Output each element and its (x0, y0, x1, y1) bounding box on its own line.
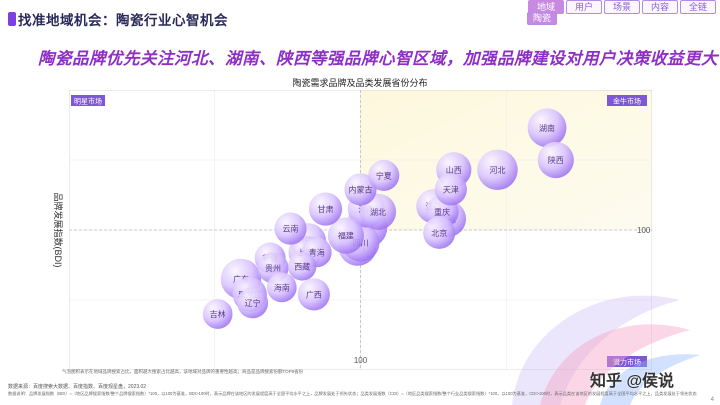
nav-tab-scene[interactable]: 场景 (604, 0, 640, 14)
bubble-广西[interactable]: 广西 (297, 278, 330, 311)
watermark: 知乎 @侯说 (590, 373, 675, 390)
x-reference-tick-label: 100 (354, 356, 368, 365)
quadrant-label-gold-bg (607, 95, 647, 106)
bubble-circle (297, 278, 330, 311)
bubble-甘肃[interactable]: 甘肃 (308, 192, 343, 226)
quadrant-label-gold: 金牛市场 (607, 95, 647, 106)
bubble-内蒙古[interactable]: 内蒙古 (344, 173, 377, 206)
footer-note: 气泡图积表示在地域品牌搜索占比，面积越大搜索占比越高，该地域对品牌的重要性越高；… (62, 369, 304, 374)
bubble-陕西[interactable]: 陕西 (537, 141, 574, 179)
bubble-circle (368, 159, 400, 191)
bubble-海南[interactable]: 海南 (266, 272, 297, 303)
page-number: 4 (710, 397, 714, 403)
quadrant-label-star-text: 明星市场 (74, 97, 102, 106)
header-bullet (8, 12, 16, 26)
nav-tab-fullchain[interactable]: 全链 (680, 0, 716, 14)
y-axis-label: 品牌发展指数(BDI) (53, 193, 64, 268)
bubble-北京[interactable]: 北京 (423, 216, 456, 249)
bubble-label: 湖南 (539, 123, 555, 133)
y-reference-tick-label: 100 (637, 226, 651, 235)
bubble-宁夏[interactable]: 宁夏 (368, 159, 400, 191)
bubble-chart: 山东河北广东湖南江苏四川河南陕西安徽湖北福建浙江山西江西黑龙江重庆甘肃上海天津内… (68, 89, 653, 371)
quadrant-label-star: 明星市场 (71, 95, 105, 106)
bubble-吉林[interactable]: 吉林 (202, 299, 233, 329)
bubble-layer: 山东河北广东湖南江苏四川河南陕西安徽湖北福建浙江山西江西黑龙江重庆甘肃上海天津内… (202, 108, 574, 329)
bubble-label: 湖北 (370, 208, 386, 217)
bubble-label: 广西 (306, 289, 322, 299)
bubble-label: 福建 (338, 231, 354, 241)
bubble-label: 河北 (490, 165, 506, 175)
bubble-circle (434, 173, 467, 206)
bubble-circle (237, 287, 269, 319)
page-title: 找准地域机会：陶瓷行业心智机会 (18, 13, 228, 28)
nav-tab-content[interactable]: 内容 (642, 0, 678, 14)
quadrant-label-potential: 潜力市场 (607, 356, 647, 367)
bubble-label: 天津 (443, 184, 459, 194)
quadrant-label-gold-text: 金牛市场 (613, 97, 641, 106)
bubble-circle (344, 173, 377, 206)
bubble-label: 云南 (283, 224, 299, 234)
bubble-label: 北京 (431, 228, 447, 238)
bubble-湖南[interactable]: 湖南 (527, 108, 567, 148)
bubble-chart-svg: 山东河北广东湖南江苏四川河南陕西安徽湖北福建浙江山西江西黑龙江重庆甘肃上海天津内… (68, 89, 653, 371)
bubble-福建[interactable]: 福建 (327, 217, 365, 254)
bubble-云南[interactable]: 云南 (274, 212, 307, 245)
nav-tab-user[interactable]: 用户 (566, 0, 602, 14)
bubble-天津[interactable]: 天津 (434, 173, 467, 206)
bubble-辽宁[interactable]: 辽宁 (237, 287, 269, 319)
headline: 陶瓷品牌优先关注河北、湖南、陕西等强品牌心智区域，加强品牌建设对用户决策收益更大 (38, 50, 718, 68)
bubble-circle (477, 149, 518, 191)
y-axis-label-svg: 品牌发展指数(BDI) (53, 193, 64, 268)
bubble-label: 广东 (233, 274, 249, 284)
bubble-label: 海南 (274, 282, 290, 292)
bubble-label: 贵州 (265, 263, 281, 273)
data-source: 数据来源：百度搜索大数据、百度指数、百度观星盘，2023.02 (8, 384, 147, 390)
bubble-circle (527, 108, 567, 148)
bubble-label: 宁夏 (376, 170, 392, 180)
bubble-label: 山西 (446, 165, 462, 175)
quadrant-label-potential-text: 潜力市场 (613, 358, 641, 367)
bubble-circle (308, 192, 343, 226)
bubble-label: 内蒙古 (349, 184, 373, 194)
chart-title: 陶瓷需求品牌及品类发展省份分布 (292, 78, 428, 88)
bubble-circle (266, 272, 297, 303)
bubble-label: 陕西 (548, 155, 564, 165)
bubble-circle (537, 141, 574, 179)
bubble-circle (327, 217, 365, 254)
nav-subtab-ceramics[interactable]: 陶瓷 (526, 12, 557, 25)
bubble-circle (423, 216, 456, 249)
top-nav: 地域 用户 场景 内容 全链 (528, 0, 716, 14)
bubble-circle (287, 252, 317, 281)
bubble-label: 重庆 (434, 207, 450, 217)
bubble-circle (202, 299, 233, 329)
quadrant-label-star-bg (71, 95, 105, 106)
quadrant-label-potential-bg (607, 356, 647, 367)
bubble-label: 西藏 (294, 261, 310, 271)
bubble-label: 辽宁 (245, 298, 261, 308)
bubble-label: 甘肃 (318, 204, 334, 214)
bubble-西藏[interactable]: 西藏 (287, 252, 317, 281)
bubble-label: 青海 (309, 247, 325, 257)
bubble-label: 吉林 (210, 309, 226, 319)
bubble-河北[interactable]: 河北 (477, 149, 518, 191)
data-definition: 数据说明：品牌发展指数（BDI）=（地区品牌搜索指数/整个品牌搜索指数）*100… (8, 391, 697, 396)
bubble-circle (274, 212, 307, 245)
